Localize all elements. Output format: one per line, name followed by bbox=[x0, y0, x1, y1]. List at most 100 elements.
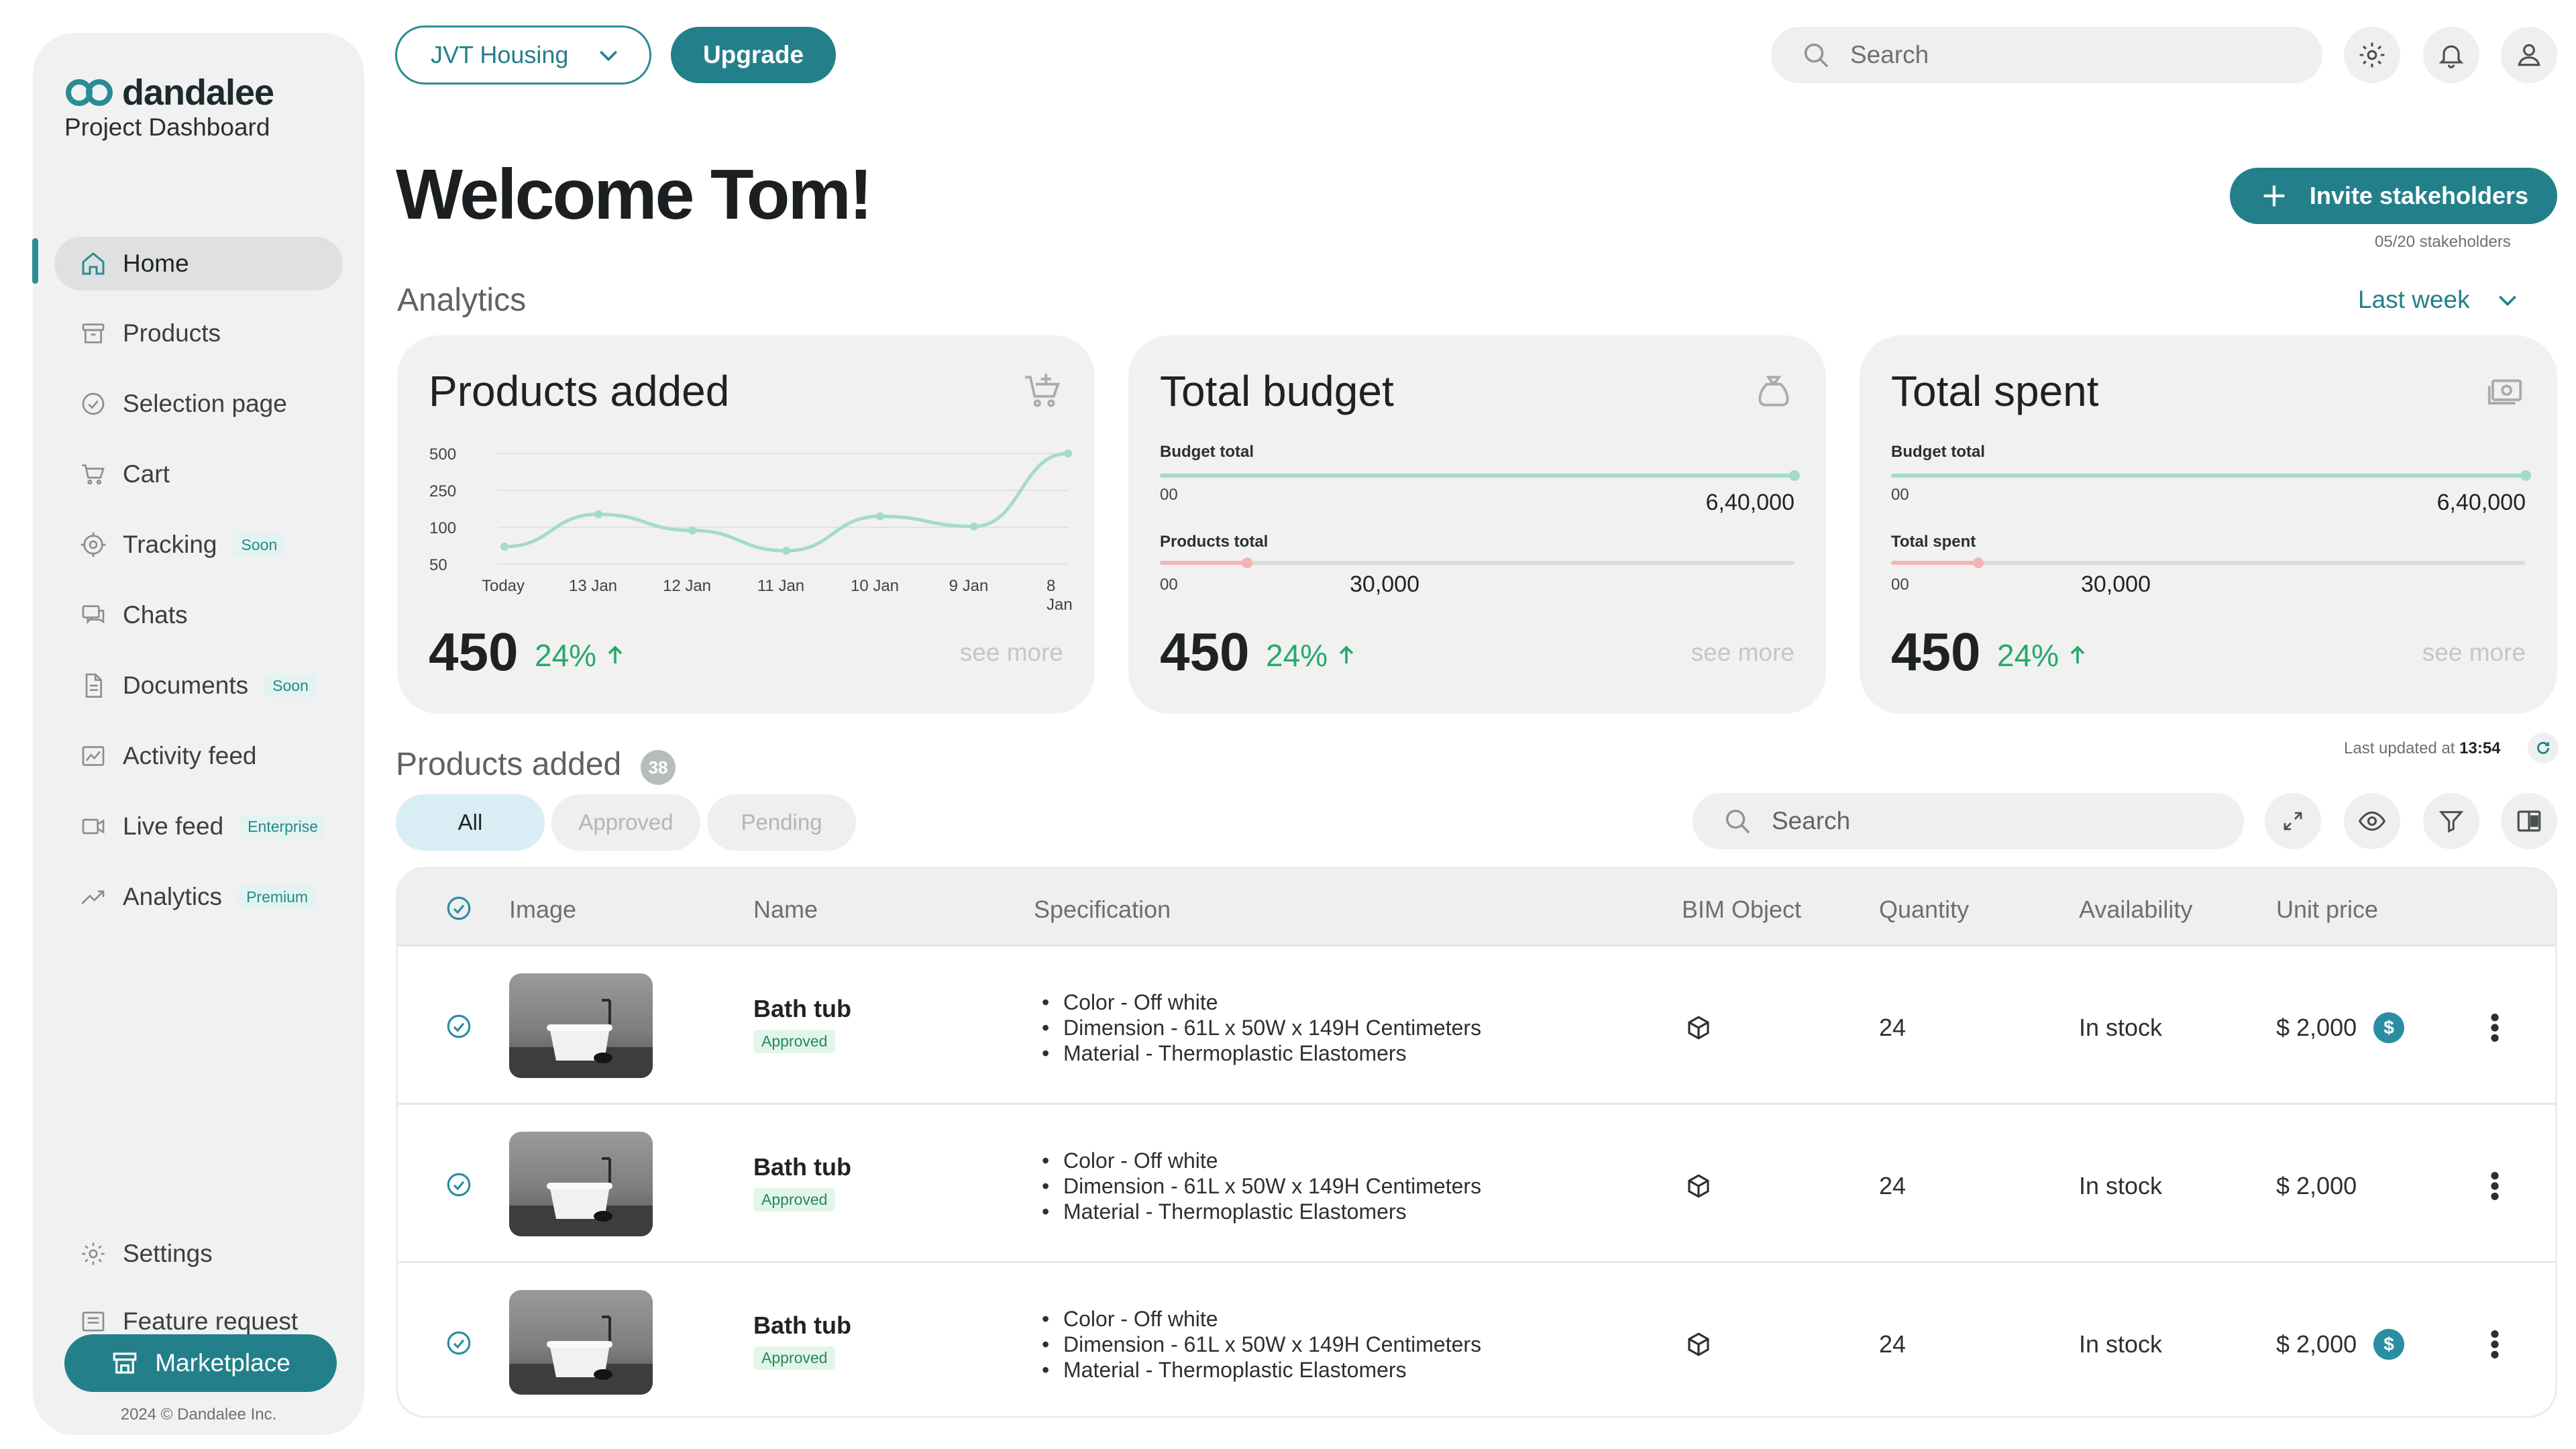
data-point[interactable] bbox=[970, 522, 978, 531]
brand-subtitle: Project Dashboard bbox=[64, 113, 270, 141]
bar-value: 30,000 bbox=[2081, 572, 2151, 597]
cube-icon[interactable] bbox=[1684, 1014, 1713, 1042]
more-options-icon[interactable] bbox=[2489, 1012, 2500, 1043]
product-image[interactable] bbox=[509, 973, 653, 1078]
table-search-input[interactable]: Search bbox=[1693, 793, 2244, 849]
products-count-badge: 38 bbox=[641, 750, 676, 785]
settings-button[interactable] bbox=[2344, 27, 2400, 83]
dollar-icon[interactable]: $ bbox=[2373, 1329, 2404, 1360]
gear-icon bbox=[2359, 42, 2385, 68]
analytics-title: Analytics bbox=[397, 282, 527, 318]
home-icon bbox=[82, 252, 105, 275]
see-more-link[interactable]: see more bbox=[2422, 639, 2526, 666]
product-name[interactable]: Bath tub bbox=[753, 995, 851, 1022]
sidebar-item-chats[interactable]: Chats bbox=[54, 588, 343, 642]
data-point[interactable] bbox=[876, 512, 884, 521]
spec-item: Color - Off white bbox=[1042, 989, 1481, 1015]
sidebar-item-label: Tracking bbox=[123, 531, 217, 558]
data-point[interactable] bbox=[688, 526, 696, 535]
tab-approved[interactable]: Approved bbox=[551, 794, 700, 851]
sidebar-item-activity-feed[interactable]: Activity feed bbox=[54, 729, 343, 783]
premium-badge: Premium bbox=[238, 885, 317, 909]
column-header-specification[interactable]: Specification bbox=[1034, 896, 1171, 923]
upgrade-button[interactable]: Upgrade bbox=[671, 27, 836, 83]
more-options-icon[interactable] bbox=[2489, 1171, 2500, 1201]
product-name[interactable]: Bath tub bbox=[753, 1311, 851, 1339]
columns-button[interactable] bbox=[2501, 793, 2557, 849]
project-selector[interactable]: JVT Housing bbox=[395, 25, 651, 85]
column-header-name[interactable]: Name bbox=[753, 896, 818, 923]
sidebar-item-home[interactable]: Home bbox=[54, 237, 343, 290]
invite-stakeholders-button[interactable]: Invite stakeholders bbox=[2230, 168, 2557, 224]
sidebar-item-live-feed[interactable]: Live feed Enterprise bbox=[54, 800, 343, 853]
product-name[interactable]: Bath tub bbox=[753, 1153, 851, 1181]
brand-logo[interactable]: dandalee bbox=[64, 72, 274, 113]
spec-item: Material - Thermoplastic Elastomers bbox=[1042, 1357, 1481, 1383]
column-header-unit-price[interactable]: Unit price bbox=[2276, 896, 2379, 923]
kpi-change-label: 24% bbox=[1266, 638, 1328, 673]
bar-min: 00 bbox=[1160, 486, 1178, 504]
total-spent-card: Total spent Budget total 00 6,40,000 Tot… bbox=[1860, 335, 2557, 714]
table-row[interactable]: Bath tub Approved Color - Off white Dime… bbox=[398, 1263, 2555, 1416]
row-checkbox[interactable] bbox=[445, 1171, 473, 1199]
bar-fill bbox=[1891, 561, 1978, 565]
table-row[interactable]: Bath tub Approved Color - Off white Dime… bbox=[398, 1105, 2555, 1263]
cube-icon[interactable] bbox=[1684, 1330, 1713, 1358]
column-header-quantity[interactable]: Quantity bbox=[1879, 896, 1970, 923]
card-title: Products added bbox=[429, 367, 730, 415]
kpi-value: 450 bbox=[1891, 622, 1981, 682]
dollar-icon[interactable]: $ bbox=[2373, 1012, 2404, 1043]
x-tick-label: 12 Jan bbox=[662, 577, 712, 595]
sidebar-item-products[interactable]: Products bbox=[54, 307, 343, 360]
sidebar-item-label: Live feed bbox=[123, 812, 224, 840]
sidebar-item-documents[interactable]: Documents Soon bbox=[54, 659, 343, 712]
row-checkbox[interactable] bbox=[445, 1329, 473, 1357]
column-header-bim-object[interactable]: BIM Object bbox=[1682, 896, 1802, 923]
table-row[interactable]: Bath tub Approved Color - Off white Dime… bbox=[398, 947, 2555, 1105]
refresh-icon bbox=[2537, 741, 2549, 754]
sidebar-item-analytics[interactable]: Analytics Premium bbox=[54, 870, 343, 924]
tab-pending[interactable]: Pending bbox=[707, 794, 856, 851]
global-search-input[interactable]: Search bbox=[1771, 27, 2322, 83]
marketplace-button[interactable]: Marketplace bbox=[64, 1334, 337, 1392]
column-header-image[interactable]: Image bbox=[509, 896, 577, 923]
sidebar-item-tracking[interactable]: Tracking Soon bbox=[54, 518, 343, 572]
see-more-link[interactable]: see more bbox=[959, 639, 1063, 666]
data-point[interactable] bbox=[500, 542, 508, 551]
search-placeholder: Search bbox=[1772, 807, 1851, 835]
sidebar-item-settings[interactable]: Settings bbox=[54, 1227, 343, 1281]
profile-button[interactable] bbox=[2501, 27, 2557, 83]
row-checkbox[interactable] bbox=[445, 1012, 473, 1040]
notifications-button[interactable] bbox=[2423, 27, 2479, 83]
chat-icon bbox=[82, 605, 105, 625]
sidebar-item-label: Products bbox=[123, 319, 221, 347]
data-point[interactable] bbox=[1064, 449, 1072, 458]
date-range-selector[interactable]: Last week bbox=[2358, 286, 2521, 314]
gear-icon bbox=[82, 1242, 105, 1265]
sidebar-item-cart[interactable]: Cart bbox=[54, 447, 343, 501]
bar-knob bbox=[1241, 557, 1252, 568]
select-all-checkbox[interactable] bbox=[445, 894, 473, 922]
data-point[interactable] bbox=[594, 510, 602, 519]
cube-icon[interactable] bbox=[1684, 1172, 1713, 1200]
bar-min: 00 bbox=[1891, 576, 1909, 594]
column-header-availability[interactable]: Availability bbox=[2079, 896, 2193, 923]
y-tick-label: 100 bbox=[429, 519, 457, 537]
date-range-label: Last week bbox=[2358, 286, 2470, 313]
view-button[interactable] bbox=[2344, 793, 2400, 849]
filter-button[interactable] bbox=[2423, 793, 2479, 849]
product-image[interactable] bbox=[509, 1290, 653, 1395]
expand-button[interactable] bbox=[2265, 793, 2321, 849]
tab-all[interactable]: All bbox=[396, 794, 545, 851]
see-more-link[interactable]: see more bbox=[1690, 639, 1794, 666]
sidebar-item-feature-request[interactable]: Feature request bbox=[54, 1295, 343, 1348]
product-image[interactable] bbox=[509, 1132, 653, 1236]
refresh-button[interactable] bbox=[2528, 733, 2559, 763]
spec-item: Color - Off white bbox=[1042, 1148, 1481, 1173]
page-title: Welcome Tom! bbox=[396, 155, 873, 234]
more-options-icon[interactable] bbox=[2489, 1329, 2500, 1360]
copyright: 2024 © Dandalee Inc. bbox=[120, 1405, 277, 1424]
plus-icon bbox=[2263, 185, 2285, 207]
sidebar-item-selection-page[interactable]: Selection page bbox=[54, 377, 343, 431]
data-point[interactable] bbox=[782, 546, 790, 555]
